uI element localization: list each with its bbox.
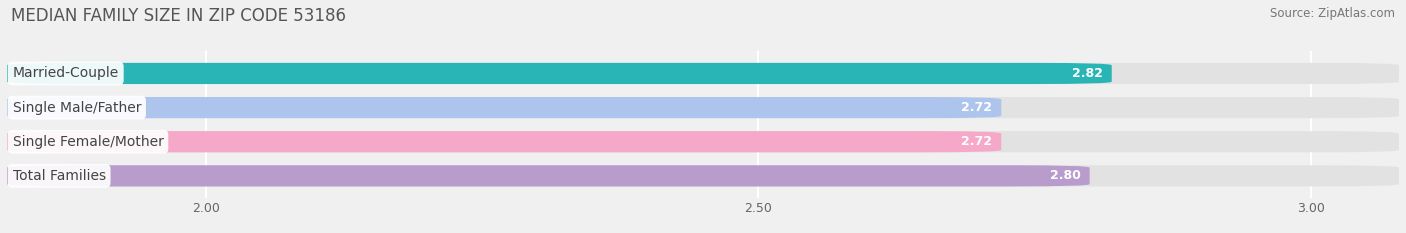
Text: Single Male/Father: Single Male/Father (13, 101, 141, 115)
Text: MEDIAN FAMILY SIZE IN ZIP CODE 53186: MEDIAN FAMILY SIZE IN ZIP CODE 53186 (11, 7, 346, 25)
Text: 2.72: 2.72 (962, 101, 993, 114)
FancyBboxPatch shape (7, 165, 1090, 186)
FancyBboxPatch shape (7, 63, 1399, 84)
Text: Source: ZipAtlas.com: Source: ZipAtlas.com (1270, 7, 1395, 20)
Text: Total Families: Total Families (13, 169, 105, 183)
FancyBboxPatch shape (7, 131, 1399, 152)
FancyBboxPatch shape (7, 97, 1001, 118)
FancyBboxPatch shape (7, 131, 1001, 152)
Text: 2.82: 2.82 (1071, 67, 1102, 80)
Text: 2.72: 2.72 (962, 135, 993, 148)
FancyBboxPatch shape (7, 63, 1112, 84)
FancyBboxPatch shape (7, 165, 1399, 186)
FancyBboxPatch shape (7, 97, 1399, 118)
Text: Single Female/Mother: Single Female/Mother (13, 135, 163, 149)
Text: Married-Couple: Married-Couple (13, 66, 118, 80)
Text: 2.80: 2.80 (1050, 169, 1081, 182)
